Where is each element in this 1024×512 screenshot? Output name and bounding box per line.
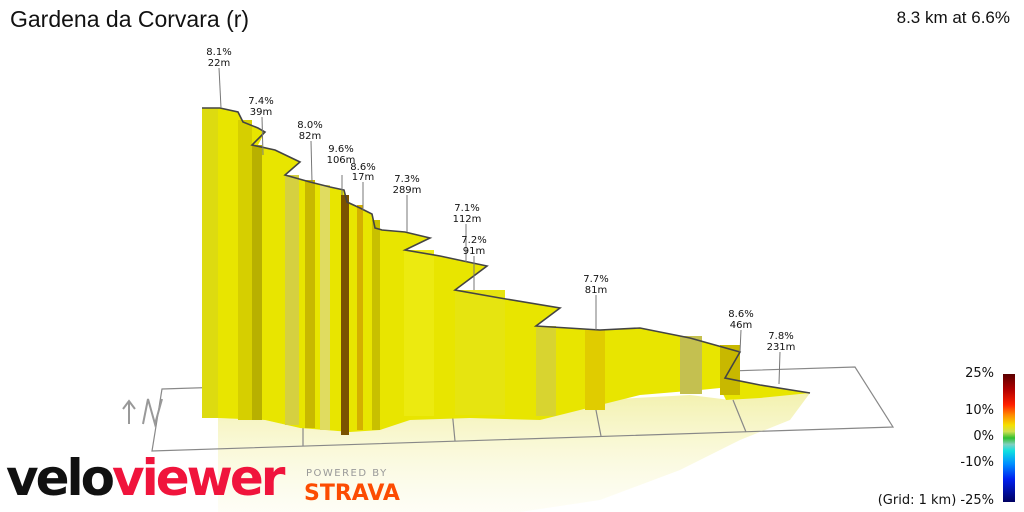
segment-annotations: [218, 67, 781, 385]
svg-text:22m: 22m: [208, 58, 230, 69]
gradient-colorbar: [1003, 374, 1015, 502]
powered-by-label: POWERED BY: [306, 468, 388, 479]
svg-text:17m: 17m: [352, 172, 374, 183]
logo-velo: velo: [6, 449, 115, 507]
svg-text:106m: 106m: [327, 155, 356, 166]
svg-text:231m: 231m: [767, 342, 796, 353]
svg-text:8.6%: 8.6%: [350, 162, 375, 173]
scale-label-minus10: -10%: [960, 455, 994, 470]
svg-text:46m: 46m: [730, 320, 752, 331]
svg-text:7.1%: 7.1%: [454, 203, 479, 214]
segment-labels: 8.1% 22m 7.4% 39m 8.0% 82m 9.6% 106m 8.6…: [206, 47, 795, 353]
chart-title: Gardena da Corvara (r): [10, 6, 250, 32]
strava-logo[interactable]: STRAVA: [304, 481, 400, 506]
svg-text:91m: 91m: [463, 246, 485, 257]
svg-text:82m: 82m: [299, 131, 321, 142]
svg-text:9.6%: 9.6%: [328, 144, 353, 155]
scale-label-0: 0%: [973, 429, 994, 444]
climb-summary: 8.3 km at 6.6%: [896, 8, 1010, 27]
ribbon-reflection: [218, 393, 810, 512]
scale-label-25: 25%: [965, 366, 994, 381]
veloviewer-logo[interactable]: veloviewer: [6, 448, 285, 508]
elevation-ribbon: [202, 107, 811, 435]
svg-text:7.2%: 7.2%: [461, 235, 486, 246]
scale-label-minus25: (Grid: 1 km) -25%: [877, 493, 994, 508]
svg-text:112m: 112m: [453, 214, 482, 225]
svg-text:39m: 39m: [250, 107, 272, 118]
svg-text:7.8%: 7.8%: [768, 331, 793, 342]
svg-text:7.7%: 7.7%: [583, 274, 608, 285]
svg-text:289m: 289m: [393, 185, 422, 196]
svg-text:8.1%: 8.1%: [206, 47, 231, 58]
svg-text:7.4%: 7.4%: [248, 96, 273, 107]
svg-text:7.3%: 7.3%: [394, 174, 419, 185]
svg-text:81m: 81m: [585, 285, 607, 296]
north-arrow-icon: [122, 398, 163, 428]
logo-viewer: viewer: [112, 449, 285, 507]
scale-label-10: 10%: [965, 403, 994, 418]
svg-text:8.0%: 8.0%: [297, 120, 322, 131]
svg-text:8.6%: 8.6%: [728, 309, 753, 320]
